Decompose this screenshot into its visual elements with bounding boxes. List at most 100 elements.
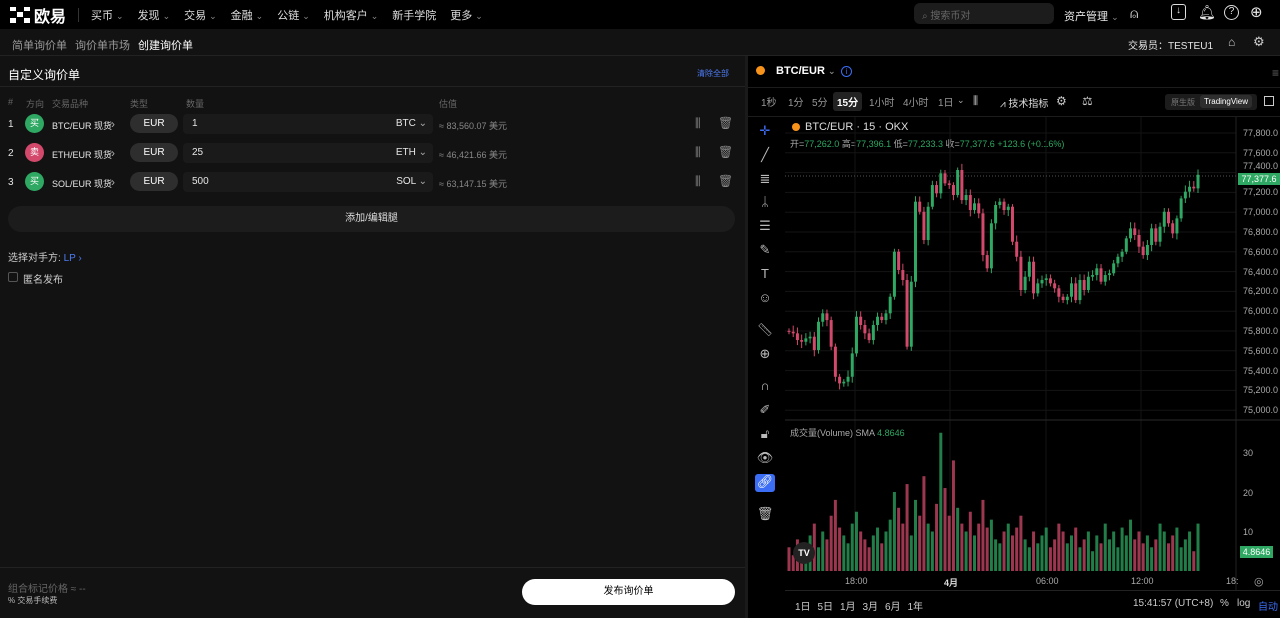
nav-item[interactable]: 更多 ⌄ [450, 7, 483, 23]
range-button[interactable]: 3月 [862, 602, 879, 613]
text-icon[interactable]: T [761, 266, 769, 281]
indicators-button[interactable]: ⩘ 技术指标 [1000, 95, 1048, 110]
download-icon[interactable]: ↓ [1171, 4, 1186, 20]
percent-scale-toggle[interactable]: % [1220, 598, 1229, 609]
log-scale-toggle[interactable]: log [1237, 598, 1251, 609]
compare-icon[interactable]: ⫼ [695, 145, 701, 159]
timeframe-button[interactable]: 1秒 [761, 98, 777, 109]
counterparty-select[interactable]: LP › [63, 253, 82, 264]
more-timeframes-chevron-icon[interactable]: ⌄ [957, 95, 965, 105]
crosshair-icon[interactable]: ✛ [759, 123, 771, 138]
compare-icon[interactable]: ⫼ [695, 174, 701, 188]
direction-badge[interactable]: 卖 [25, 143, 44, 162]
nav-item[interactable]: 买币 ⌄ [91, 7, 124, 23]
nav-item[interactable]: 机构客户 ⌄ [324, 7, 379, 23]
submit-rfq-button[interactable]: 发布询价单 [522, 579, 735, 605]
globe-icon[interactable]: ⊕ [1250, 4, 1263, 21]
fib-icon[interactable]: ☰ [759, 218, 771, 233]
price-tick: 77,000.0 [1243, 207, 1279, 218]
range-button[interactable]: 6月 [885, 602, 901, 613]
nav-item[interactable]: 发现 ⌄ [138, 7, 171, 23]
quantity-input[interactable]: 500 SOL ⌄ [183, 172, 433, 192]
mode-native[interactable]: 原生版 [1171, 98, 1195, 107]
timeframe-button[interactable]: 1小时 [869, 98, 895, 109]
nav-item[interactable]: 新手学院 [392, 7, 436, 23]
scale-icon[interactable]: ⚖ [1082, 94, 1093, 108]
quantity-input[interactable]: 25 ETH ⌄ [183, 143, 433, 163]
direction-badge[interactable]: 买 [25, 172, 44, 191]
tab-rfq-market[interactable]: 询价单市场 [75, 40, 130, 52]
direction-badge[interactable]: 买 [25, 114, 44, 133]
menu-icon[interactable]: ≡ [1272, 66, 1280, 80]
zoom-in-icon[interactable]: ⊕ [759, 346, 771, 361]
emoji-icon[interactable]: ☺ [758, 290, 772, 305]
volume-bar [964, 531, 968, 571]
fee-link[interactable]: 交易手续费 [17, 596, 58, 605]
magnet-icon[interactable]: ∩ [760, 378, 770, 393]
chart-settings-icon[interactable]: ⚙ [1056, 94, 1067, 108]
range-button[interactable]: 5日 [817, 602, 834, 613]
chevron-right-icon[interactable]: › [111, 175, 115, 189]
anonymous-checkbox[interactable] [8, 272, 18, 282]
unit-select[interactable]: SOL ⌄ [396, 176, 427, 187]
unit-select[interactable]: ETH ⌄ [395, 147, 427, 158]
assets-menu[interactable]: 资产管理 ⌄ [1064, 11, 1119, 23]
candle [939, 173, 943, 194]
timeframe-button[interactable]: 1分 [788, 98, 804, 109]
timeframe-button[interactable]: 15分 [833, 92, 863, 111]
symbol-selector[interactable]: BTC/EUR ⌄ [776, 65, 836, 77]
graduation-cap-icon[interactable]: ⌂ [1228, 35, 1236, 49]
auto-scale-toggle[interactable]: 自动 [1258, 602, 1278, 613]
mode-tradingview[interactable]: TradingView [1200, 95, 1253, 108]
brush-icon[interactable]: ✎ [759, 242, 771, 257]
trash-icon[interactable]: 🗑︎ [718, 145, 734, 159]
fullscreen-icon[interactable] [1264, 96, 1274, 106]
trend-line-icon[interactable]: ╱ [761, 147, 769, 162]
unit-select[interactable]: BTC ⌄ [395, 118, 427, 129]
pitchfork-icon[interactable]: ᛦ [761, 194, 769, 209]
nav-item[interactable]: 交易 ⌄ [184, 7, 217, 23]
clear-all-button[interactable]: 清除全部 [697, 69, 729, 78]
nav-item[interactable]: 公链 ⌄ [277, 7, 310, 23]
parallel-lines-icon[interactable]: ≣ [759, 171, 771, 186]
add-edit-leg-button[interactable]: 添加/编辑腿 [8, 206, 735, 232]
estimated-value: ≈ 63,147.15 美元 [439, 179, 507, 189]
link-icon[interactable]: 🔗︎ [755, 474, 775, 492]
timezone-settings-icon[interactable]: ◎ [1254, 576, 1264, 588]
search-input[interactable]: ⌕ 搜索币对 [914, 3, 1054, 24]
tab-simple-rfq[interactable]: 简单询价单 [12, 40, 67, 52]
pencil-lock-icon[interactable]: ✐ [759, 402, 771, 417]
timeframe-button[interactable]: 4小时 [903, 98, 929, 109]
trash-icon[interactable]: 🗑︎ [718, 174, 734, 188]
chevron-right-icon[interactable]: › [111, 117, 115, 131]
tradingview-logo-icon[interactable]: TV [793, 542, 815, 564]
timeframe-button[interactable]: 1日 [938, 98, 954, 109]
type-pill[interactable]: EUR [130, 114, 178, 133]
type-pill[interactable]: EUR [130, 172, 178, 191]
quantity-input[interactable]: 1 BTC ⌄ [183, 114, 433, 134]
trash-icon[interactable]: 🗑︎ [718, 116, 734, 130]
range-button[interactable]: 1月 [840, 602, 856, 613]
ruler-icon[interactable]: 📏︎ [756, 322, 774, 337]
eye-icon[interactable]: 👁︎ [756, 450, 774, 465]
timeframe-button[interactable]: 5分 [812, 98, 828, 109]
brand-logo[interactable]: 欧易 [10, 3, 66, 27]
compare-icon[interactable]: ⫼ [695, 116, 701, 130]
range-button[interactable]: 1年 [907, 602, 924, 613]
trash-icon[interactable]: 🗑︎ [756, 506, 774, 521]
range-button[interactable]: 1日 [795, 602, 811, 613]
type-pill[interactable]: EUR [130, 143, 178, 162]
panel-resizer[interactable] [745, 56, 748, 618]
bell-icon[interactable]: 🔔︎ [1198, 4, 1216, 20]
volume-bar [943, 488, 947, 571]
lock-icon[interactable]: 🔓︎ [760, 426, 770, 441]
help-icon[interactable]: ? [1224, 5, 1239, 20]
gear-icon[interactable]: ⚙ [1253, 34, 1265, 49]
info-icon[interactable]: i [841, 66, 852, 77]
user-icon[interactable]: ⍝ [1130, 5, 1139, 21]
candle-type-icon[interactable]: ⫼ [973, 95, 979, 107]
nav-item[interactable]: 金融 ⌄ [231, 7, 264, 23]
chevron-right-icon[interactable]: › [111, 146, 115, 160]
chevron-down-icon: ⌄ [162, 10, 171, 21]
